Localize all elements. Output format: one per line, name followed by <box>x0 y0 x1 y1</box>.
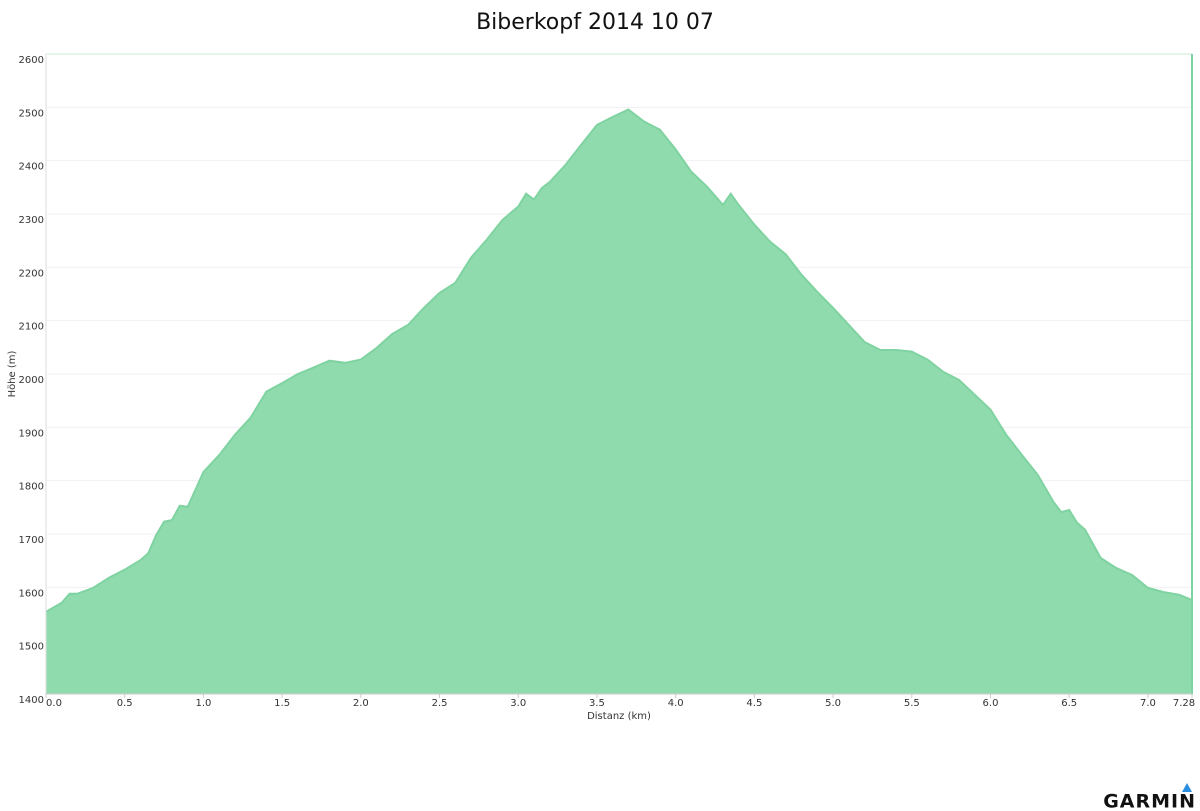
x-tick-label: 4.0 <box>668 698 684 709</box>
y-tick-label: 1600 <box>19 588 44 599</box>
y-tick-label: 1400 <box>19 695 44 706</box>
chart-title: Biberkopf 2014 10 07 <box>476 10 714 35</box>
x-tick-label: 6.5 <box>1061 698 1077 709</box>
area-line <box>45 108 1193 613</box>
x-tick-label: 0.5 <box>117 698 133 709</box>
y-tick-label: 1800 <box>19 482 44 493</box>
logo-triangle <box>1182 783 1192 792</box>
y-axis-label: Höhe (m) <box>7 350 18 397</box>
y-tick-label: 2300 <box>19 215 44 226</box>
x-tick-label: 2.5 <box>432 698 448 709</box>
x-tick-label: 1.0 <box>195 698 211 709</box>
y-tick-label: 2100 <box>19 322 44 333</box>
x-tick-label: 5.0 <box>825 698 841 709</box>
x-tick-label: 7.28 <box>1173 698 1195 709</box>
x-tick-label: 6.0 <box>983 698 999 709</box>
y-tick-label: 2400 <box>19 162 44 173</box>
x-tick-label: 1.5 <box>274 698 290 709</box>
x-tick-label: 3.5 <box>589 698 605 709</box>
x-tick-label: 2.0 <box>353 698 369 709</box>
logo: GARMIN <box>1103 791 1196 811</box>
y-tick-label: 2600 <box>19 55 44 66</box>
x-tick-label: 5.5 <box>904 698 920 709</box>
y-tick-label: 2500 <box>19 108 44 119</box>
y-tick-label: 1500 <box>19 642 44 653</box>
y-tick-label: 1700 <box>19 535 44 546</box>
y-tick-label: 2200 <box>19 268 44 279</box>
x-tick-label: 4.5 <box>746 698 762 709</box>
x-tick-label: 0.0 <box>46 698 62 709</box>
area <box>46 109 1192 694</box>
y-tick-label: 2000 <box>19 375 44 386</box>
x-tick-label: 3.0 <box>510 698 526 709</box>
x-tick-label: 7.0 <box>1140 698 1156 709</box>
x-axis-label: Distanz (km) <box>587 711 651 722</box>
y-tick-label: 1900 <box>19 428 44 439</box>
